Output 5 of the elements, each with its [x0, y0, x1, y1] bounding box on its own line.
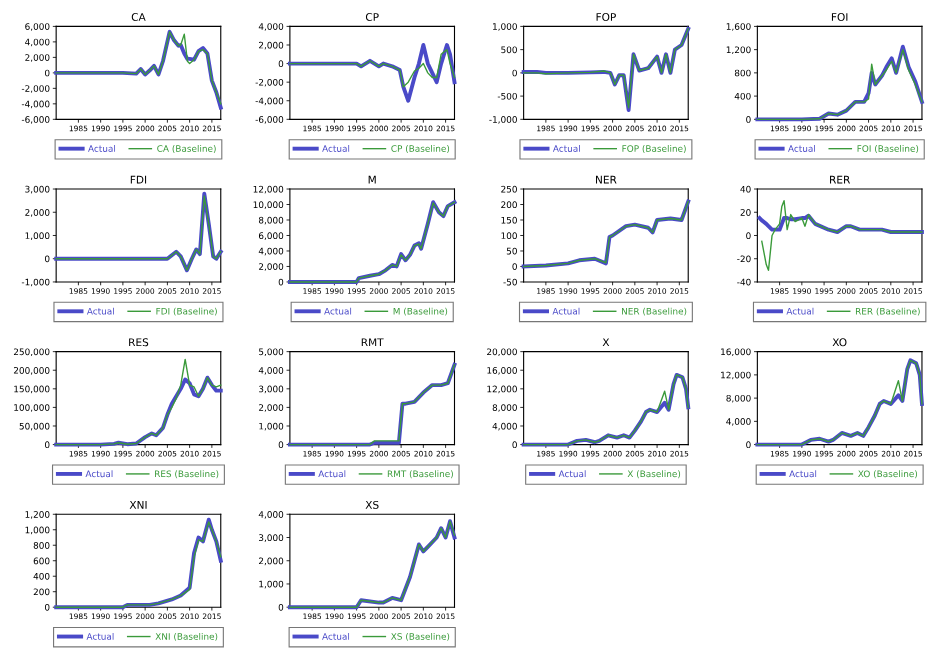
line-series — [761, 199, 923, 272]
line-series — [757, 213, 924, 234]
line-series — [289, 48, 456, 88]
line-series — [55, 358, 222, 446]
line-series — [287, 43, 457, 103]
